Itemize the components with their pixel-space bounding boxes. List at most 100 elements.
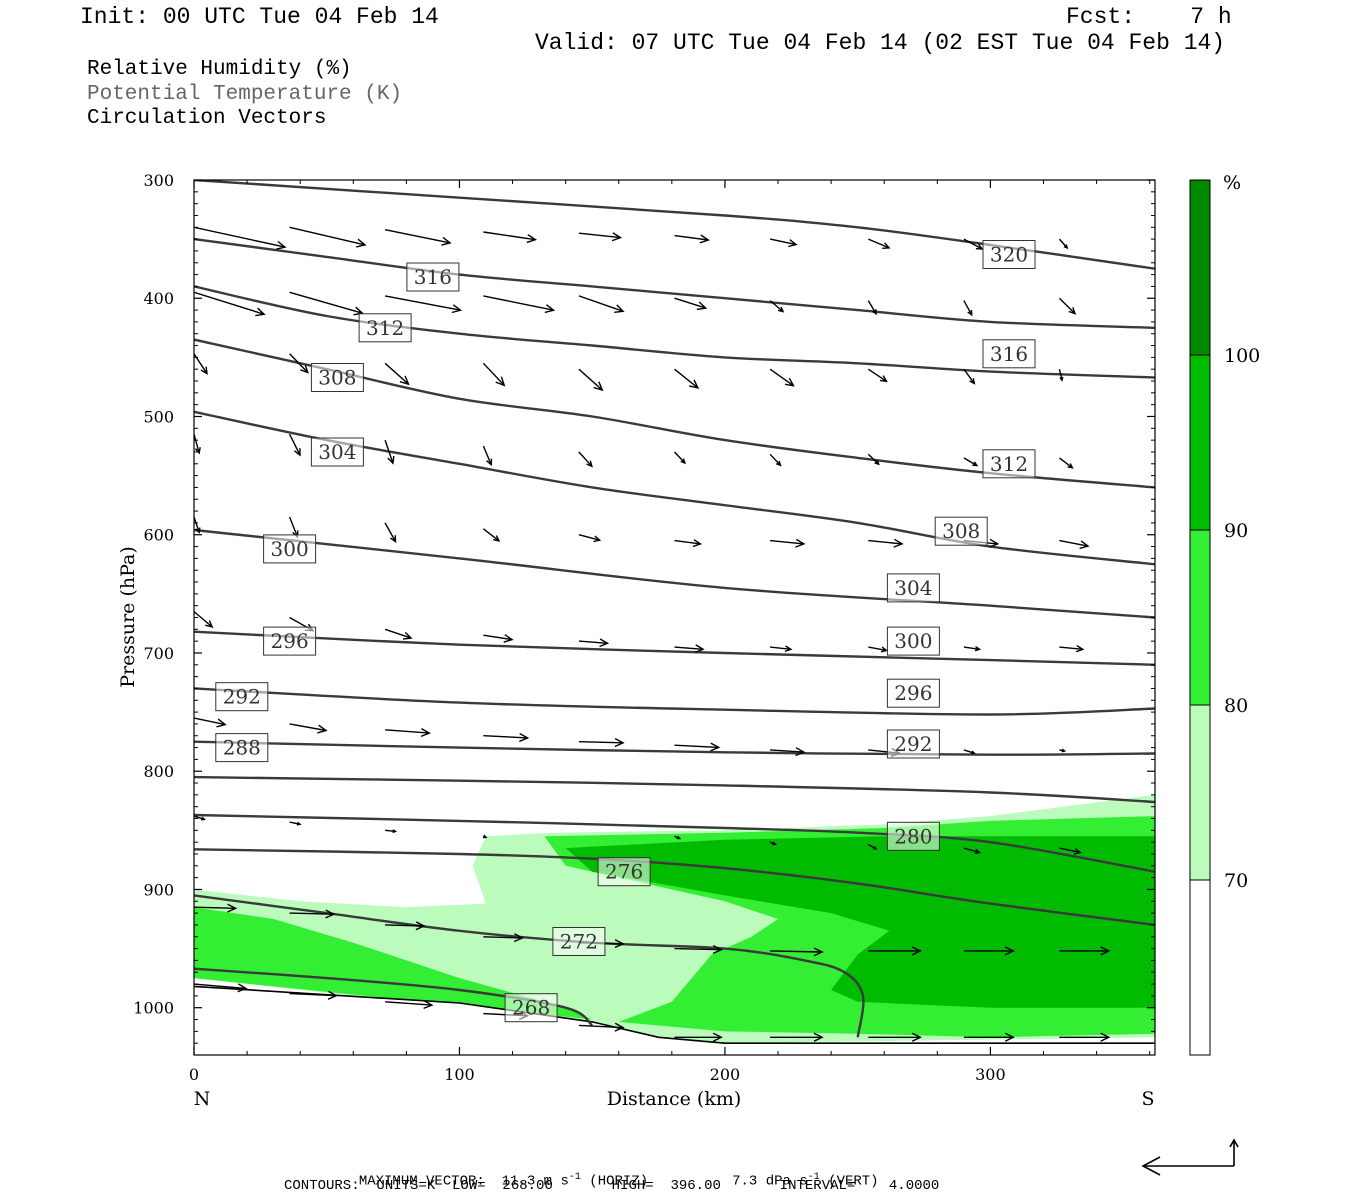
vector-shaft [1059,847,1081,854]
vector-head [519,732,530,743]
vector-shaft [578,368,603,391]
circulation-vectors [194,226,1111,1042]
vector-shaft [963,300,973,316]
vector-head [353,306,364,316]
vector-arrow [578,1022,625,1032]
y-tick-label: 1000 [133,999,174,1018]
vector-head [300,364,309,374]
vector-shaft [384,439,394,464]
contour-label-box [263,626,317,656]
vector-arrow [868,646,889,653]
vector-shaft [1059,539,1089,547]
vector-shaft [674,297,706,309]
contour-label-box [504,993,558,1023]
vector-shaft [194,434,200,454]
vector-arrow [770,1032,824,1042]
vector-arrow [674,835,682,840]
contour-label-box [215,682,269,712]
vector-arrow [194,903,238,913]
vector-arrow [963,1032,1015,1042]
vector-head [599,638,610,648]
colorbar-segment [1190,355,1210,530]
vector-arrow [384,439,395,465]
isentrope-296 [194,630,1155,666]
isentrope-292 [194,687,1155,716]
contour-label-text: 292 [894,732,932,756]
vector-head [593,381,604,392]
vector-head [882,242,891,249]
vector-arrow [483,295,556,314]
vector-arrow [482,528,501,542]
vector-head [296,821,302,826]
vector-head [387,455,395,465]
y-tick-label: 700 [143,644,174,663]
vector-shaft [674,368,699,389]
vector-arrow [482,834,488,839]
vector-head [911,946,922,956]
vector-head [614,1022,625,1032]
vector-shaft [194,353,208,374]
vector-shaft [483,936,523,939]
vector-arrow [770,747,806,757]
vector-head [1079,540,1090,550]
vector-head [614,737,625,748]
contour-label-304: 304 [310,437,364,467]
contour-label-268: 268 [504,993,558,1023]
vector-arrow [963,847,982,854]
vector-shaft [674,539,701,545]
isentrope-288 [194,740,1155,756]
colorbar-label: 70 [1224,870,1248,892]
vector-head [1100,1032,1111,1042]
vector-head [586,460,593,468]
vector-shaft [385,729,430,734]
isentrope-268 [194,967,593,1027]
vector-head [495,376,506,387]
vector-arrow [578,451,593,468]
x-tick-label: 200 [710,1065,741,1084]
horiz-value: 11.3 m s [501,1173,569,1190]
vector-shaft [482,445,492,465]
vector-shaft [868,238,890,249]
colorbar-label: 100 [1224,345,1260,367]
vector-shaft [578,232,621,239]
vector-head [593,535,602,543]
y-tick-label: 800 [143,762,174,781]
contour-label-text: 304 [894,576,932,600]
vector-shaft [194,611,213,628]
vector-shaft [578,1024,624,1029]
vector-arrow [770,538,806,548]
vector-arrow [1058,238,1069,250]
vector-head [1067,463,1074,469]
vector-arrow [868,238,891,249]
vector-arrow [194,434,201,455]
vector-head [813,1032,824,1042]
vector-arrow [194,717,227,728]
vector-shaft [578,295,624,312]
vector-head [486,458,493,467]
vector-arrow [482,362,506,387]
vector-shaft [289,226,366,246]
vector-shaft [384,229,451,244]
vector-arrow [963,368,976,385]
vector-arrow [194,353,208,375]
vector-arrow [289,990,339,1000]
legend-theta: Potential Temperature (K) [87,83,403,106]
max-vector-label: MAXIMUM VECTOR: [358,1173,485,1190]
vector-shaft [674,947,722,951]
isentrope-272 [194,894,865,1038]
vector-arrow [194,291,266,317]
y-tick-label: 600 [143,526,174,545]
vector-head [775,460,782,467]
vector-arrow [288,516,299,539]
vector-head [772,841,777,846]
vector-head [1061,748,1067,753]
rh-region-90 [565,836,1155,1008]
contour-label-text: 316 [414,265,452,289]
vector-arrow [384,229,452,246]
vector-arrow [868,1032,922,1042]
vector-shaft [868,646,887,652]
vector-shaft [769,368,794,387]
vector-head [676,835,682,840]
contour-label-316: 316 [982,339,1036,369]
vector-arrow [194,226,287,250]
